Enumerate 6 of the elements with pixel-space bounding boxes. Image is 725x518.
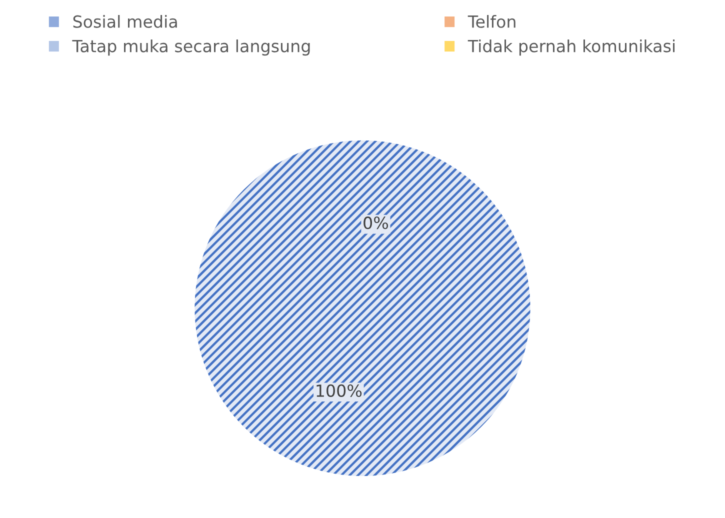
legend-label: Tidak pernah komunikasi — [468, 39, 675, 56]
text: 0% — [364, 216, 388, 230]
legend-label: Sosial media — [73, 15, 177, 28]
data-label: 100% — [316, 384, 362, 397]
legend-label: Tatap muka secara langsung — [72, 39, 310, 56]
legend-label: Telfon — [468, 15, 516, 28]
